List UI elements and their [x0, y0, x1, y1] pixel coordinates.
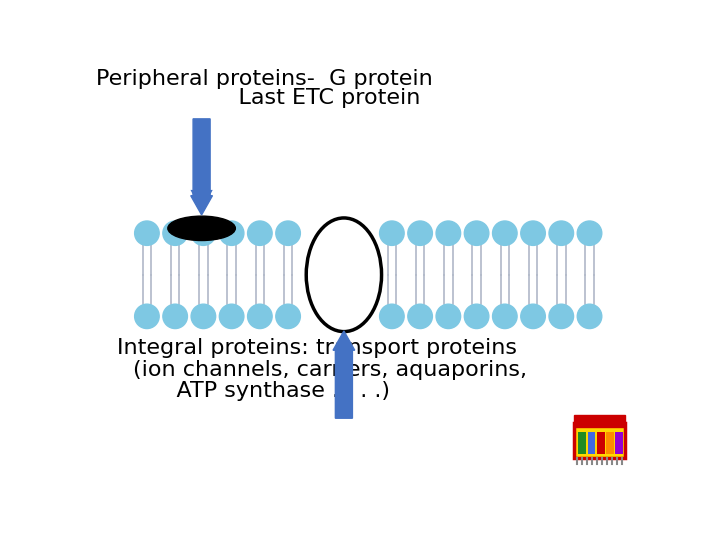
Circle shape	[408, 304, 433, 328]
Circle shape	[464, 304, 489, 328]
Ellipse shape	[168, 216, 235, 240]
Text: Peripheral proteins-  G protein: Peripheral proteins- G protein	[96, 69, 433, 89]
Circle shape	[521, 221, 545, 245]
Ellipse shape	[306, 218, 382, 332]
Circle shape	[436, 221, 461, 245]
Circle shape	[191, 304, 216, 328]
FancyArrow shape	[333, 331, 355, 418]
Circle shape	[521, 304, 545, 328]
Circle shape	[276, 304, 300, 328]
Circle shape	[379, 304, 404, 328]
Circle shape	[248, 221, 272, 245]
Text: Last ETC protein: Last ETC protein	[96, 88, 420, 108]
Circle shape	[577, 304, 602, 328]
Circle shape	[191, 221, 216, 245]
Bar	[578, 432, 586, 454]
Bar	[606, 432, 614, 454]
Text: (ion channels, carriers, aquaporins,: (ion channels, carriers, aquaporins,	[132, 360, 526, 380]
Circle shape	[135, 304, 159, 328]
Circle shape	[163, 221, 187, 245]
Circle shape	[220, 221, 244, 245]
Circle shape	[492, 221, 517, 245]
Text: Integral proteins: transport proteins: Integral proteins: transport proteins	[117, 338, 517, 358]
Circle shape	[379, 221, 404, 245]
Circle shape	[549, 304, 574, 328]
Circle shape	[549, 221, 574, 245]
Circle shape	[248, 304, 272, 328]
Circle shape	[220, 304, 244, 328]
Circle shape	[492, 304, 517, 328]
Circle shape	[163, 304, 187, 328]
Bar	[575, 423, 625, 457]
Bar	[616, 432, 624, 454]
FancyArrow shape	[191, 119, 212, 215]
Circle shape	[135, 221, 159, 245]
Bar	[588, 432, 595, 454]
Bar	[597, 432, 605, 454]
Circle shape	[276, 221, 300, 245]
Circle shape	[408, 221, 433, 245]
Bar	[575, 415, 625, 427]
Circle shape	[464, 221, 489, 245]
Circle shape	[436, 304, 461, 328]
Text: ATP synthase . . . .): ATP synthase . . . .)	[148, 381, 390, 401]
Circle shape	[577, 221, 602, 245]
